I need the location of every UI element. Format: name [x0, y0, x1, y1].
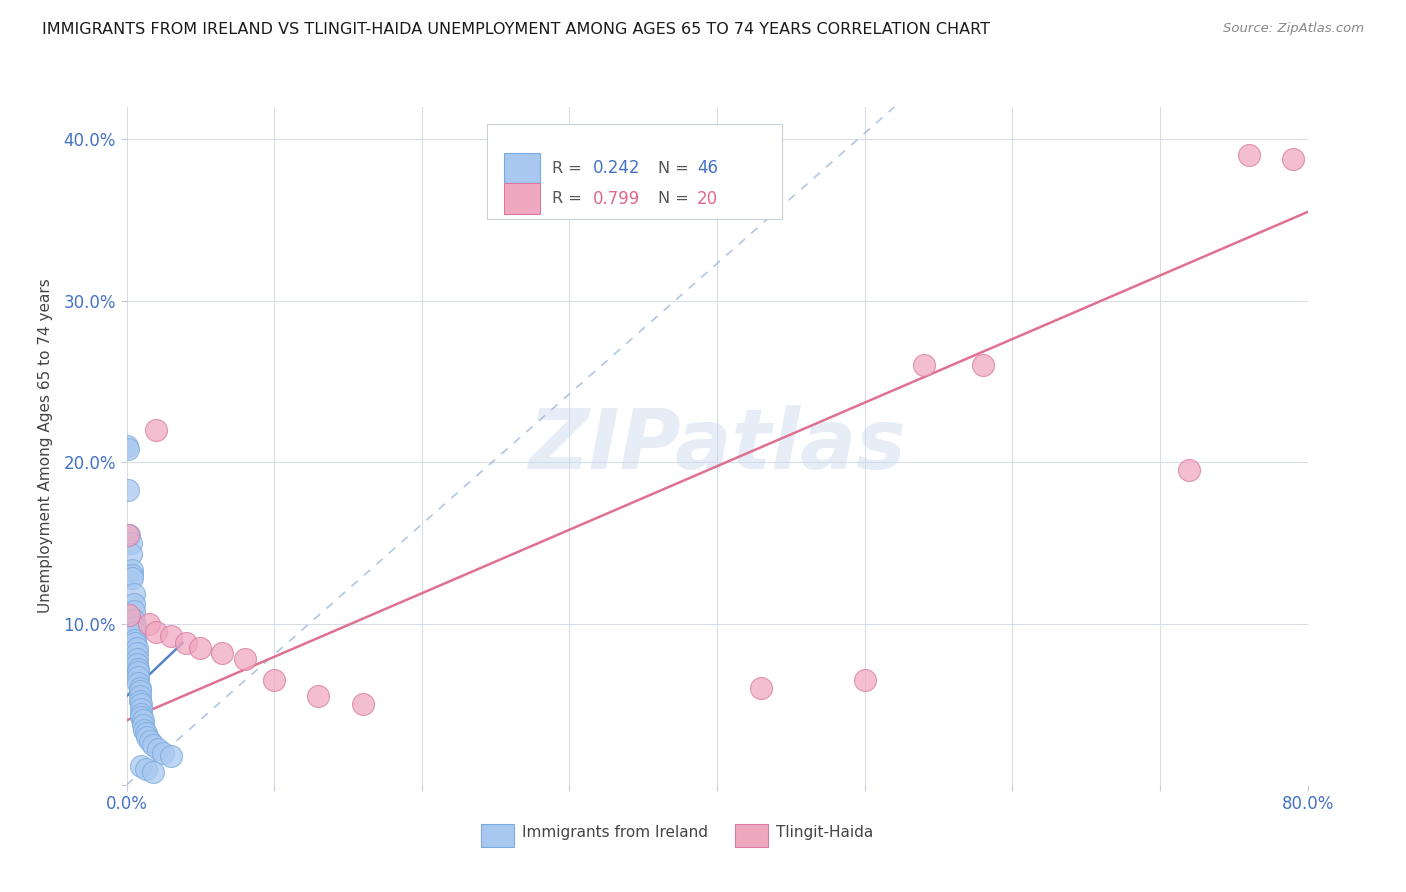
Point — [117, 483, 139, 497]
Point — [139, 734, 162, 748]
Text: Source: ZipAtlas.com: Source: ZipAtlas.com — [1223, 22, 1364, 36]
Point — [121, 563, 143, 577]
Point — [122, 597, 145, 611]
Point — [125, 652, 148, 666]
Point — [132, 714, 155, 728]
Point — [132, 718, 155, 732]
Point — [160, 748, 183, 763]
Point — [127, 662, 149, 676]
Point — [124, 624, 146, 639]
Point — [118, 608, 141, 623]
Point — [129, 710, 153, 724]
Point — [124, 636, 146, 650]
Point — [142, 738, 165, 752]
Point — [160, 630, 183, 644]
Point — [117, 528, 139, 542]
Point — [129, 698, 153, 712]
Point — [127, 665, 149, 679]
Point — [129, 702, 153, 716]
Point — [129, 758, 153, 772]
Point — [174, 636, 197, 650]
Point — [122, 613, 145, 627]
Text: 0.242: 0.242 — [593, 159, 641, 177]
Point — [1237, 148, 1260, 162]
Point — [125, 646, 148, 660]
Text: N =: N = — [658, 161, 695, 176]
Point — [853, 673, 876, 687]
Point — [127, 670, 149, 684]
Point — [211, 646, 233, 660]
Point — [135, 762, 157, 776]
Point — [135, 726, 157, 740]
Point — [128, 681, 150, 695]
Point — [127, 676, 149, 690]
Point — [121, 571, 143, 585]
Point — [121, 568, 143, 582]
Y-axis label: Unemployment Among Ages 65 to 74 years: Unemployment Among Ages 65 to 74 years — [38, 278, 52, 614]
Text: Immigrants from Ireland: Immigrants from Ireland — [522, 825, 709, 840]
Point — [263, 673, 285, 687]
Point — [122, 587, 145, 601]
Point — [129, 706, 153, 721]
Point — [352, 698, 374, 712]
Point — [142, 765, 165, 780]
Bar — [735, 824, 768, 847]
Point — [145, 423, 167, 437]
Text: ZIPatlas: ZIPatlas — [529, 406, 905, 486]
Point — [115, 439, 138, 453]
Point — [120, 536, 142, 550]
Point — [128, 689, 150, 703]
Point — [233, 652, 256, 666]
Text: 0.799: 0.799 — [593, 190, 640, 208]
Point — [146, 742, 169, 756]
Point — [145, 624, 167, 639]
Point — [117, 442, 139, 457]
Point — [138, 616, 160, 631]
Text: Tlingit-Haida: Tlingit-Haida — [776, 825, 873, 840]
Point — [188, 640, 212, 655]
Text: R =: R = — [551, 191, 586, 206]
Point — [134, 723, 156, 737]
Point — [125, 640, 148, 655]
Point — [128, 694, 150, 708]
Point — [128, 684, 150, 698]
Point — [1178, 463, 1201, 477]
Bar — [481, 824, 515, 847]
Bar — [505, 183, 540, 214]
Point — [118, 528, 141, 542]
Text: 20: 20 — [697, 190, 718, 208]
Bar — [505, 153, 540, 184]
Text: R =: R = — [551, 161, 586, 176]
FancyBboxPatch shape — [486, 124, 782, 219]
Point — [1282, 152, 1305, 166]
Point — [124, 632, 146, 647]
Text: N =: N = — [658, 191, 695, 206]
Point — [751, 681, 773, 695]
Point — [972, 359, 994, 373]
Point — [120, 547, 142, 561]
Point — [124, 620, 146, 634]
Point — [125, 657, 148, 671]
Point — [308, 689, 330, 703]
Point — [122, 604, 145, 618]
Point — [136, 730, 159, 744]
Point — [912, 359, 935, 373]
Text: IMMIGRANTS FROM IRELAND VS TLINGIT-HAIDA UNEMPLOYMENT AMONG AGES 65 TO 74 YEARS : IMMIGRANTS FROM IRELAND VS TLINGIT-HAIDA… — [42, 22, 990, 37]
Text: 46: 46 — [697, 159, 718, 177]
Point — [152, 746, 174, 760]
